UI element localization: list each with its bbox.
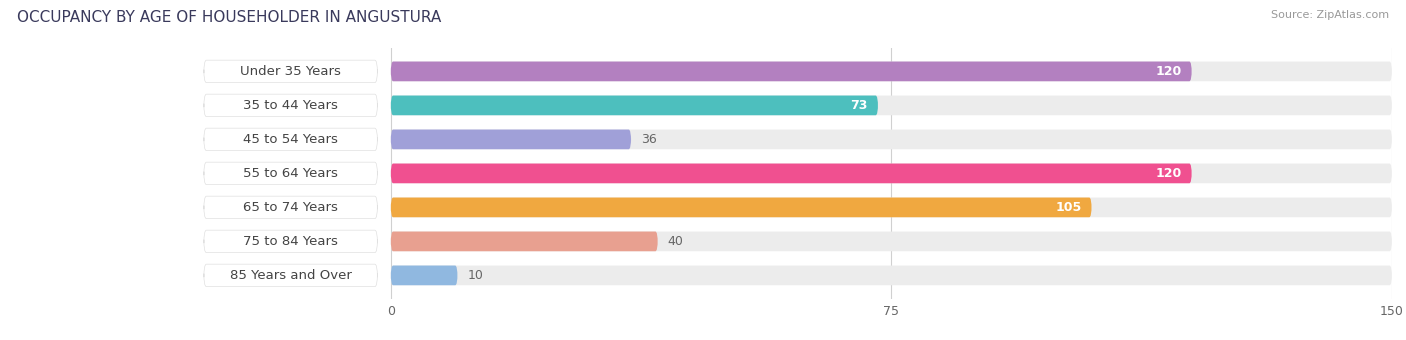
FancyBboxPatch shape <box>391 96 877 115</box>
Text: 85 Years and Over: 85 Years and Over <box>229 269 352 282</box>
Text: 40: 40 <box>668 235 683 248</box>
Text: 45 to 54 Years: 45 to 54 Years <box>243 133 337 146</box>
Text: Source: ZipAtlas.com: Source: ZipAtlas.com <box>1271 10 1389 20</box>
Text: 120: 120 <box>1156 167 1181 180</box>
Text: OCCUPANCY BY AGE OF HOUSEHOLDER IN ANGUSTURA: OCCUPANCY BY AGE OF HOUSEHOLDER IN ANGUS… <box>17 10 441 25</box>
FancyBboxPatch shape <box>391 198 1392 217</box>
FancyBboxPatch shape <box>391 62 1192 81</box>
Text: 120: 120 <box>1156 65 1181 78</box>
FancyBboxPatch shape <box>391 164 1192 183</box>
FancyBboxPatch shape <box>391 164 1392 183</box>
Text: 55 to 64 Years: 55 to 64 Years <box>243 167 337 180</box>
FancyBboxPatch shape <box>204 162 377 185</box>
FancyBboxPatch shape <box>204 128 377 151</box>
FancyBboxPatch shape <box>391 232 1392 251</box>
Text: 75 to 84 Years: 75 to 84 Years <box>243 235 337 248</box>
Text: Under 35 Years: Under 35 Years <box>240 65 342 78</box>
FancyBboxPatch shape <box>391 96 1392 115</box>
FancyBboxPatch shape <box>391 266 457 285</box>
Text: 65 to 74 Years: 65 to 74 Years <box>243 201 337 214</box>
FancyBboxPatch shape <box>204 196 377 219</box>
FancyBboxPatch shape <box>391 62 1392 81</box>
Text: 35 to 44 Years: 35 to 44 Years <box>243 99 337 112</box>
FancyBboxPatch shape <box>391 198 1091 217</box>
Text: 36: 36 <box>641 133 657 146</box>
Text: 10: 10 <box>468 269 484 282</box>
FancyBboxPatch shape <box>204 230 377 253</box>
Text: 105: 105 <box>1056 201 1081 214</box>
FancyBboxPatch shape <box>391 266 1392 285</box>
FancyBboxPatch shape <box>204 60 377 83</box>
FancyBboxPatch shape <box>391 130 631 149</box>
FancyBboxPatch shape <box>204 94 377 117</box>
FancyBboxPatch shape <box>391 130 1392 149</box>
FancyBboxPatch shape <box>204 264 377 287</box>
FancyBboxPatch shape <box>391 232 658 251</box>
Text: 73: 73 <box>851 99 868 112</box>
